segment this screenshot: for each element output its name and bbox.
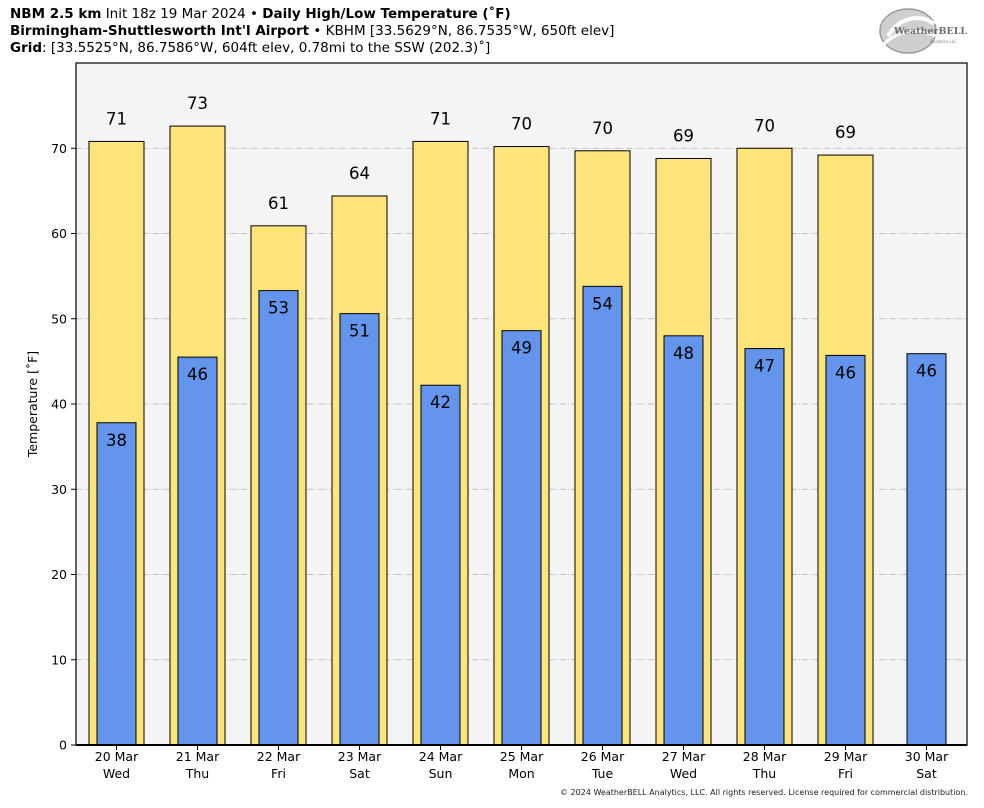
x-tick-label-date: 29 Mar (824, 749, 868, 764)
x-tick-label-date: 24 Mar (419, 749, 463, 764)
logo-subtext: Analytics LLC (930, 39, 957, 44)
x-axis: 20 Mar Wed 21 Mar Thu 22 Mar Fri 23 Mar Sat 24 M… (95, 745, 949, 781)
x-tick-label-date: 28 Mar (743, 749, 787, 764)
y-tick-label: 40 (51, 397, 67, 412)
x-tick-label-day: Tue (591, 766, 614, 781)
grid-details: : [33.5525°N, 86.7586°W, 604ft elev, 0.7… (42, 40, 491, 56)
low-temp-label: 38 (106, 431, 127, 450)
x-tick-label-date: 23 Mar (338, 749, 382, 764)
y-tick-label: 60 (51, 226, 67, 241)
high-temp-label: 64 (349, 164, 370, 183)
low-temp-label: 53 (268, 299, 289, 318)
low-temp-label: 54 (592, 294, 613, 313)
low-temp-bar (744, 348, 785, 746)
low-temp-label: 46 (916, 362, 937, 381)
init-time: Init 18z 19 Mar 2024 (105, 6, 246, 22)
low-temp-bar (582, 285, 623, 746)
low-temp-label: 47 (754, 357, 775, 376)
copyright-notice: © 2024 WeatherBELL Analytics, LLC. All r… (560, 788, 968, 797)
x-tick-label-day: Wed (670, 766, 697, 781)
x-tick-label-day: Mon (508, 766, 534, 781)
x-tick-label-day: Fri (271, 766, 286, 781)
high-temp-label: 61 (268, 194, 289, 213)
y-tick-label: 50 (51, 311, 67, 326)
y-tick-label: 70 (51, 141, 67, 156)
bullet-1: • (250, 6, 258, 22)
y-tick-label: 0 (59, 738, 67, 753)
x-tick-label-day: Wed (103, 766, 130, 781)
y-tick-label: 30 (51, 482, 67, 497)
model-name: NBM 2.5 km (10, 6, 102, 22)
x-tick-label-day: Sat (349, 766, 370, 781)
x-tick-label-date: 30 Mar (905, 749, 949, 764)
low-temp-bar (96, 422, 137, 746)
low-temp-label: 48 (673, 344, 694, 363)
y-axis-label: Temperature [˚F] (25, 351, 40, 458)
bars (88, 125, 947, 746)
bullet-2: • (313, 23, 322, 39)
grid-label: Grid (10, 40, 43, 56)
x-tick-label-date: 21 Mar (176, 749, 220, 764)
high-temp-label: 73 (187, 94, 208, 113)
y-tick-label: 10 (51, 652, 67, 667)
x-tick-label-date: 20 Mar (95, 749, 139, 764)
x-tick-label-date: 25 Mar (500, 749, 544, 764)
low-temp-label: 46 (835, 363, 856, 382)
low-temp-bar (177, 356, 218, 746)
low-temp-bar (501, 330, 542, 746)
high-temp-label: 70 (754, 116, 775, 135)
title-line-2: Birmingham-Shuttlesworth Int'l Airport •… (10, 23, 614, 40)
y-tick-label: 20 (51, 567, 67, 582)
low-temp-bar (258, 290, 299, 746)
low-temp-bar (825, 354, 866, 746)
high-temp-label: 71 (430, 109, 451, 128)
low-temp-bar (906, 353, 947, 746)
high-temp-label: 70 (511, 115, 532, 134)
x-tick-label-day: Thu (185, 766, 209, 781)
low-temp-bar (339, 313, 380, 746)
logo-text: WeatherBELL (893, 26, 967, 37)
x-tick-label-day: Fri (838, 766, 853, 781)
station-name: Birmingham-Shuttlesworth Int'l Airport (10, 23, 310, 39)
title-line-3: Grid: [33.5525°N, 86.7586°W, 604ft elev,… (10, 40, 490, 57)
high-temp-label: 70 (592, 119, 613, 138)
bar-labels: 71 38 73 46 61 53 64 51 71 42 70 49 70 54 69 48 70 47 69 46… (106, 94, 937, 450)
low-temp-label: 49 (511, 339, 532, 358)
x-tick-label-date: 27 Mar (662, 749, 706, 764)
weatherbell-logo: WeatherBELL Analytics LLC (879, 8, 967, 54)
title-line-1: NBM 2.5 km Init 18z 19 Mar 2024 • Daily … (10, 6, 511, 23)
x-tick-label-day: Thu (752, 766, 776, 781)
low-temp-bar (420, 384, 461, 746)
low-temp-bar (663, 335, 704, 746)
x-tick-label-date: 22 Mar (257, 749, 301, 764)
x-tick-label-day: Sat (916, 766, 937, 781)
high-temp-label: 69 (835, 123, 856, 142)
x-tick-label-date: 26 Mar (581, 749, 625, 764)
low-temp-label: 42 (430, 393, 451, 412)
station-details: KBHM [33.5629°N, 86.7535°W, 650ft elev] (325, 23, 615, 39)
x-tick-label-day: Sun (429, 766, 453, 781)
high-temp-label: 71 (106, 109, 127, 128)
high-temp-label: 69 (673, 126, 694, 145)
product-name: Daily High/Low Temperature (˚F) (262, 6, 511, 22)
y-axis: 0 10 20 30 40 50 60 70 (51, 141, 76, 753)
low-temp-label: 51 (349, 322, 370, 341)
low-temp-label: 46 (187, 365, 208, 384)
